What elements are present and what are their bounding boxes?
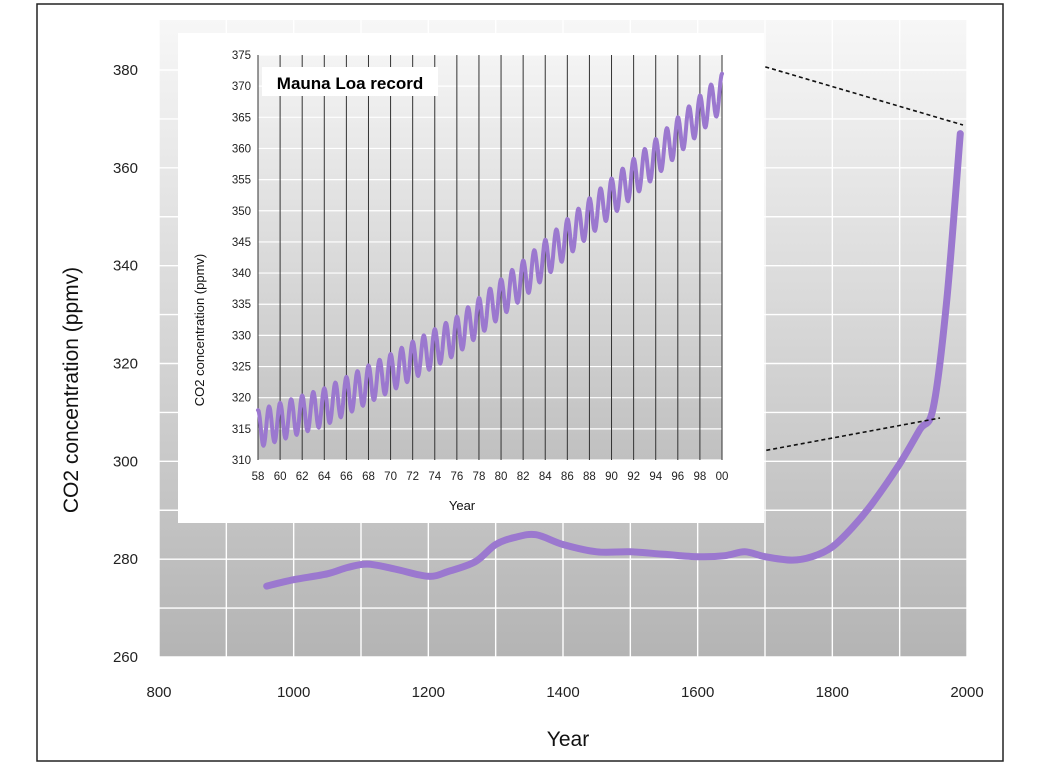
zoom-connector-top (724, 54, 964, 126)
main-y-axis-label: CO2 concentration (ppmv) (60, 267, 83, 513)
main-x-tick-label: 1400 (546, 684, 579, 701)
main-y-tick-label: 260 (113, 649, 138, 666)
inset-y-tick-label: 330 (232, 330, 251, 342)
inset-x-tick-label: 96 (671, 471, 684, 483)
inset-x-tick-label: 90 (605, 471, 618, 483)
main-co2-line (263, 130, 964, 590)
inset-x-tick-label: 76 (450, 471, 463, 483)
inset-x-tick-label: 78 (473, 471, 486, 483)
inset-y-ticks: 310 315 320 325 330 335 340 345 350 355 360 365 370 3… (232, 50, 251, 467)
inset-x-tick-label: 74 (428, 471, 441, 483)
main-y-tick-label: 300 (113, 453, 138, 470)
inset-y-tick-label: 325 (232, 362, 251, 374)
main-x-tick-label: 2000 (950, 684, 983, 701)
inset-y-tick-label: 370 (232, 81, 251, 93)
main-x-tick-label: 1200 (412, 684, 445, 701)
inset-x-tick-label: 62 (296, 471, 309, 483)
inset-x-tick-label: 94 (649, 471, 662, 483)
inset-x-tick-label: 80 (495, 471, 508, 483)
main-x-tick-label: 1800 (816, 684, 849, 701)
inset-x-tick-label: 88 (583, 471, 596, 483)
inset-y-tick-label: 375 (232, 50, 251, 62)
main-y-tick-label: 320 (113, 356, 138, 373)
inset-x-tick-label: 70 (384, 471, 397, 483)
inset-y-tick-label: 360 (232, 143, 251, 155)
inset-x-tick-label: 64 (318, 471, 331, 483)
main-x-axis-label: Year (547, 728, 589, 751)
inset-x-tick-label: 98 (694, 471, 707, 483)
inset-y-tick-label: 320 (232, 393, 251, 405)
inset-y-tick-label: 345 (232, 237, 251, 249)
inset-x-tick-label: 92 (627, 471, 640, 483)
inset-x-tick-label: 84 (539, 471, 552, 483)
inset-x-tick-label: 86 (561, 471, 574, 483)
main-y-tick-label: 380 (113, 62, 138, 79)
inset-x-tick-label: 60 (274, 471, 287, 483)
inset-y-tick-label: 335 (232, 299, 251, 311)
main-x-tick-label: 1600 (681, 684, 714, 701)
inset-x-axis-label: Year (449, 498, 476, 513)
inset-y-tick-label: 365 (232, 112, 251, 124)
inset-y-tick-label: 355 (232, 175, 251, 187)
main-y-ticks: 260 280 300 320 340 360 380 (113, 62, 138, 666)
inset-x-tick-label: 00 (716, 471, 729, 483)
inset-y-axis-label: CO2 concentration (ppmv) (192, 254, 207, 406)
inset-co2-line (256, 71, 724, 448)
inset-x-tick-label: 72 (406, 471, 419, 483)
inset-y-tick-label: 340 (232, 268, 251, 280)
main-x-ticks: 800 1000 1200 1400 1600 1800 2000 (146, 684, 983, 701)
main-y-tick-label: 280 (113, 551, 138, 568)
inset-y-tick-label: 315 (232, 424, 251, 436)
inset-x-tick-label: 68 (362, 471, 375, 483)
inset-y-tick-label: 350 (232, 206, 251, 218)
inset-y-tick-label: 310 (232, 455, 251, 467)
inset-x-tick-label: 58 (252, 471, 265, 483)
main-x-tick-label: 1000 (277, 684, 310, 701)
main-x-tick-label: 800 (146, 684, 171, 701)
main-y-tick-label: 360 (113, 160, 138, 177)
main-y-tick-label: 340 (113, 258, 138, 275)
inset-title-box (262, 67, 438, 96)
inset-title: Mauna Loa record (277, 74, 423, 93)
inset-x-tick-label: 82 (517, 471, 530, 483)
inset-x-ticks: 58 60 62 64 66 68 70 72 74 76 78 80 82 84 86 88 90 92 94 96… (252, 471, 729, 483)
inset-x-tick-label: 66 (340, 471, 353, 483)
